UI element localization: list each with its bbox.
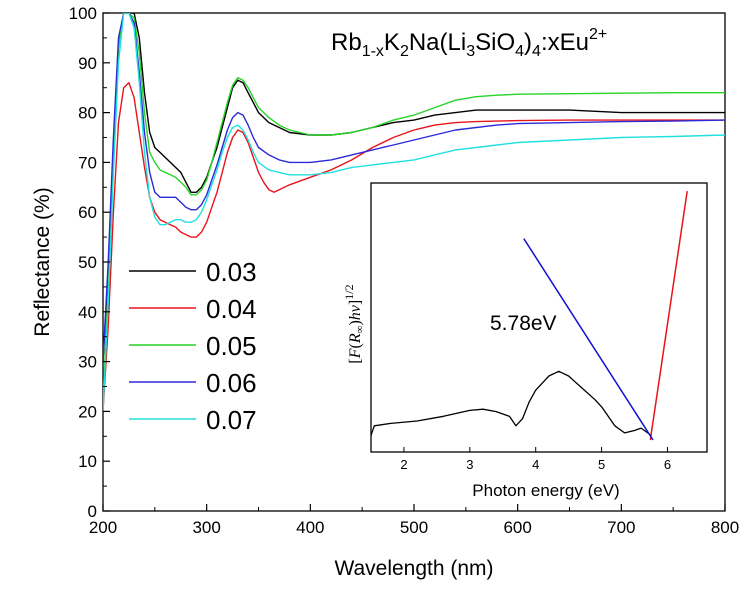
inset-x-tick-label: 6 [664, 457, 671, 472]
title-sub: 2 [400, 43, 409, 60]
series-line-0.03 [103, 13, 725, 362]
y-tick-label: 20 [78, 402, 97, 421]
inset-x-tick-label: 4 [532, 457, 539, 472]
inset-ylabel-part: F [347, 348, 364, 359]
inset-series-line [371, 370, 652, 436]
series-line-0.07 [103, 13, 725, 412]
y-axis-title: Reflectance (%) [31, 187, 54, 336]
inset-ylabel-part: [ [347, 358, 364, 363]
inset-x-tick-label: 5 [598, 457, 605, 472]
x-tick-label: 600 [503, 518, 531, 537]
x-tick-label: 200 [89, 518, 117, 537]
inset-y-axis-title: [F(R∞)hν]1/2 [342, 284, 366, 363]
title-part: ) [524, 29, 532, 56]
legend-label: 0.07 [206, 405, 257, 435]
y-tick-label: 10 [78, 452, 97, 471]
legend-label: 0.05 [206, 331, 257, 361]
chart-title: Rb1-xK2Na(Li3SiO4)4:xEu2+ [331, 26, 607, 60]
x-tick-label: 500 [400, 518, 428, 537]
inset-ylabel-part: ) [347, 320, 364, 325]
y-tick-label: 100 [69, 4, 97, 23]
title-sub: 4 [515, 43, 524, 60]
legend-label: 0.04 [206, 294, 257, 324]
title-part: Rb [331, 29, 362, 56]
title-part: Na(Li [409, 29, 466, 56]
main-series-group [103, 13, 725, 412]
inset-series-group [371, 190, 688, 441]
inset-ylabel-part: ( [347, 343, 364, 348]
title-sub: 1-x [362, 43, 384, 60]
inset-ylabel-part: ] [347, 300, 364, 305]
legend-label: 0.06 [206, 368, 257, 398]
title-part: :xEu [541, 29, 589, 56]
series-line-0.06 [103, 13, 725, 362]
title-part: SiO [475, 29, 515, 56]
series-line-0.04 [103, 82, 725, 412]
legend-label: 0.03 [206, 257, 257, 287]
x-tick-label: 300 [192, 518, 220, 537]
inset-x-axis-title: Photon energy (eV) [472, 481, 619, 500]
inset-x-tick-label: 3 [466, 457, 473, 472]
y-tick-label: 40 [78, 303, 97, 322]
legend: 0.03 0.04 0.05 0.06 0.07 [129, 257, 257, 435]
series-line-0.05 [103, 13, 725, 402]
inset-x-tick-label: 2 [400, 457, 407, 472]
y-tick-label: 60 [78, 203, 97, 222]
band-gap-annotation: 5.78eV [490, 312, 557, 335]
inset-series-line [523, 238, 654, 441]
main-y-ticks: 0 10 20 30 40 50 60 70 80 90 100 [69, 4, 110, 521]
inset-ylabel-sup: 1/2 [342, 284, 356, 299]
inset-frame [370, 182, 708, 453]
inset-x-ticks: 2 3 4 5 6 [400, 447, 671, 472]
inset-ylabel-part: hν [347, 304, 364, 320]
inset-ylabel-part: R [347, 333, 364, 344]
y-tick-label: 90 [78, 54, 97, 73]
y-tick-label: 0 [88, 502, 97, 521]
x-axis-title: Wavelength (nm) [334, 557, 493, 580]
y-tick-label: 30 [78, 353, 97, 372]
inset-ylabel-part: ∞ [354, 325, 366, 333]
title-sub: 4 [532, 43, 541, 60]
y-tick-label: 50 [78, 253, 97, 272]
y-tick-label: 80 [78, 104, 97, 123]
x-tick-label: 400 [296, 518, 324, 537]
inset-series-line [649, 190, 688, 441]
y-tick-label: 70 [78, 153, 97, 172]
main-x-ticks: 200 300 400 500 600 700 800 [89, 504, 739, 537]
title-sup: 2+ [589, 26, 607, 43]
x-tick-label: 800 [711, 518, 739, 537]
title-part: K [384, 29, 400, 56]
x-tick-label: 700 [607, 518, 635, 537]
title-sub: 3 [466, 43, 475, 60]
